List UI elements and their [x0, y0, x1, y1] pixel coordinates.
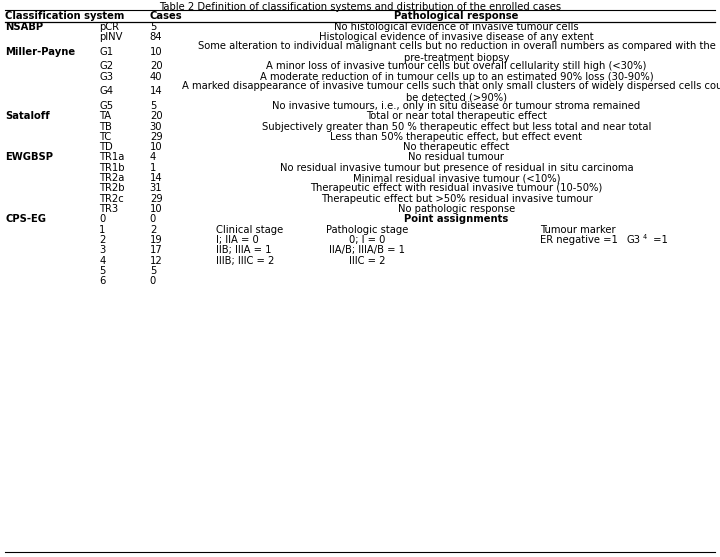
- Text: TD: TD: [99, 142, 113, 152]
- Text: 40: 40: [150, 72, 162, 82]
- Text: G4: G4: [99, 86, 113, 96]
- Text: G3: G3: [99, 72, 113, 82]
- Text: Pathologic stage: Pathologic stage: [326, 224, 408, 234]
- Text: A minor loss of invasive tumour cells but overall cellularity still high (<30%): A minor loss of invasive tumour cells bu…: [266, 61, 647, 71]
- Text: 5: 5: [150, 101, 156, 111]
- Text: IIIC = 2: IIIC = 2: [349, 256, 385, 266]
- Text: pCR: pCR: [99, 22, 120, 32]
- Text: 5: 5: [150, 266, 156, 276]
- Text: Sataloff: Sataloff: [5, 111, 50, 121]
- Text: TR1a: TR1a: [99, 153, 125, 163]
- Text: 4: 4: [642, 234, 647, 240]
- Text: 17: 17: [150, 245, 163, 255]
- Text: TR2c: TR2c: [99, 194, 124, 204]
- Text: Point assignments: Point assignments: [405, 214, 508, 224]
- Text: 84: 84: [150, 32, 162, 42]
- Text: TR3: TR3: [99, 204, 119, 214]
- Text: 14: 14: [150, 173, 163, 183]
- Text: pINV: pINV: [99, 32, 123, 42]
- Text: Minimal residual invasive tumour (<10%): Minimal residual invasive tumour (<10%): [353, 173, 560, 183]
- Text: 14: 14: [150, 86, 163, 96]
- Text: No residual invasive tumour but presence of residual in situ carcinoma: No residual invasive tumour but presence…: [279, 163, 634, 173]
- Text: 0; I = 0: 0; I = 0: [349, 235, 385, 245]
- Text: 0: 0: [99, 214, 106, 224]
- Text: No pathologic response: No pathologic response: [398, 204, 515, 214]
- Text: 30: 30: [150, 121, 162, 131]
- Text: 0: 0: [150, 276, 156, 286]
- Text: No invasive tumours, i.e., only in situ disease or tumour stroma remained: No invasive tumours, i.e., only in situ …: [272, 101, 641, 111]
- Text: G5: G5: [99, 101, 114, 111]
- Text: Histological evidence of invasive disease of any extent: Histological evidence of invasive diseas…: [319, 32, 594, 42]
- Text: I; IIA = 0: I; IIA = 0: [216, 235, 258, 245]
- Text: TC: TC: [99, 132, 112, 142]
- Text: ER negative =1: ER negative =1: [540, 235, 618, 245]
- Text: EWGBSP: EWGBSP: [5, 153, 53, 163]
- Text: No histological evidence of invasive tumour cells: No histological evidence of invasive tum…: [334, 22, 579, 32]
- Text: 3: 3: [99, 245, 106, 255]
- Text: G3: G3: [626, 235, 640, 245]
- Text: TR2a: TR2a: [99, 173, 125, 183]
- Text: G1: G1: [99, 47, 114, 57]
- Text: 10: 10: [150, 47, 163, 57]
- Text: A marked disappearance of invasive tumour cells such that only small clusters of: A marked disappearance of invasive tumou…: [181, 81, 720, 102]
- Text: Miller-Payne: Miller-Payne: [5, 47, 75, 57]
- Text: 6: 6: [99, 276, 106, 286]
- Text: No therapeutic effect: No therapeutic effect: [403, 142, 510, 152]
- Text: Classification system: Classification system: [5, 11, 125, 21]
- Text: TR1b: TR1b: [99, 163, 125, 173]
- Text: IIB; IIIA = 1: IIB; IIIA = 1: [216, 245, 271, 255]
- Text: Total or near total therapeutic effect: Total or near total therapeutic effect: [366, 111, 547, 121]
- Text: 4: 4: [99, 256, 106, 266]
- Text: Pathological response: Pathological response: [395, 11, 518, 21]
- Text: IIA/B; IIIA/B = 1: IIA/B; IIIA/B = 1: [329, 245, 405, 255]
- Text: Less than 50% therapeutic effect, but effect event: Less than 50% therapeutic effect, but ef…: [330, 132, 582, 142]
- Text: 1: 1: [99, 224, 106, 234]
- Text: 10: 10: [150, 204, 163, 214]
- Text: 4: 4: [150, 153, 156, 163]
- Text: 29: 29: [150, 194, 163, 204]
- Text: Subjectively greater than 50 % therapeutic effect but less total and near total: Subjectively greater than 50 % therapeut…: [262, 121, 651, 131]
- Text: CPS-EG: CPS-EG: [5, 214, 46, 224]
- Text: Table 2 Definition of classification systems and distribution of the enrolled ca: Table 2 Definition of classification sys…: [159, 2, 561, 12]
- Text: 19: 19: [150, 235, 163, 245]
- Text: 0: 0: [150, 214, 156, 224]
- Text: 29: 29: [150, 132, 163, 142]
- Text: Clinical stage: Clinical stage: [216, 224, 283, 234]
- Text: TR2b: TR2b: [99, 183, 125, 193]
- Text: 1: 1: [150, 163, 156, 173]
- Text: Tumour marker: Tumour marker: [540, 224, 616, 234]
- Text: NSABP: NSABP: [5, 22, 43, 32]
- Text: 12: 12: [150, 256, 163, 266]
- Text: Some alteration to individual malignant cells but no reduction in overall number: Some alteration to individual malignant …: [197, 41, 716, 62]
- Text: 2: 2: [150, 224, 156, 234]
- Text: G2: G2: [99, 61, 114, 71]
- Text: Cases: Cases: [150, 11, 182, 21]
- Text: No residual tumour: No residual tumour: [408, 153, 505, 163]
- Text: 20: 20: [150, 111, 163, 121]
- Text: =1: =1: [650, 235, 668, 245]
- Text: 5: 5: [150, 22, 156, 32]
- Text: 31: 31: [150, 183, 163, 193]
- Text: A moderate reduction of in tumour cells up to an estimated 90% loss (30-90%): A moderate reduction of in tumour cells …: [260, 72, 653, 82]
- Text: IIIB; IIIC = 2: IIIB; IIIC = 2: [216, 256, 274, 266]
- Text: 5: 5: [99, 266, 106, 276]
- Text: 10: 10: [150, 142, 163, 152]
- Text: Therapeutic effect with residual invasive tumour (10-50%): Therapeutic effect with residual invasiv…: [310, 183, 603, 193]
- Text: TA: TA: [99, 111, 112, 121]
- Text: 2: 2: [99, 235, 106, 245]
- Text: Therapeutic effect but >50% residual invasive tumour: Therapeutic effect but >50% residual inv…: [320, 194, 593, 204]
- Text: TB: TB: [99, 121, 112, 131]
- Text: 20: 20: [150, 61, 163, 71]
